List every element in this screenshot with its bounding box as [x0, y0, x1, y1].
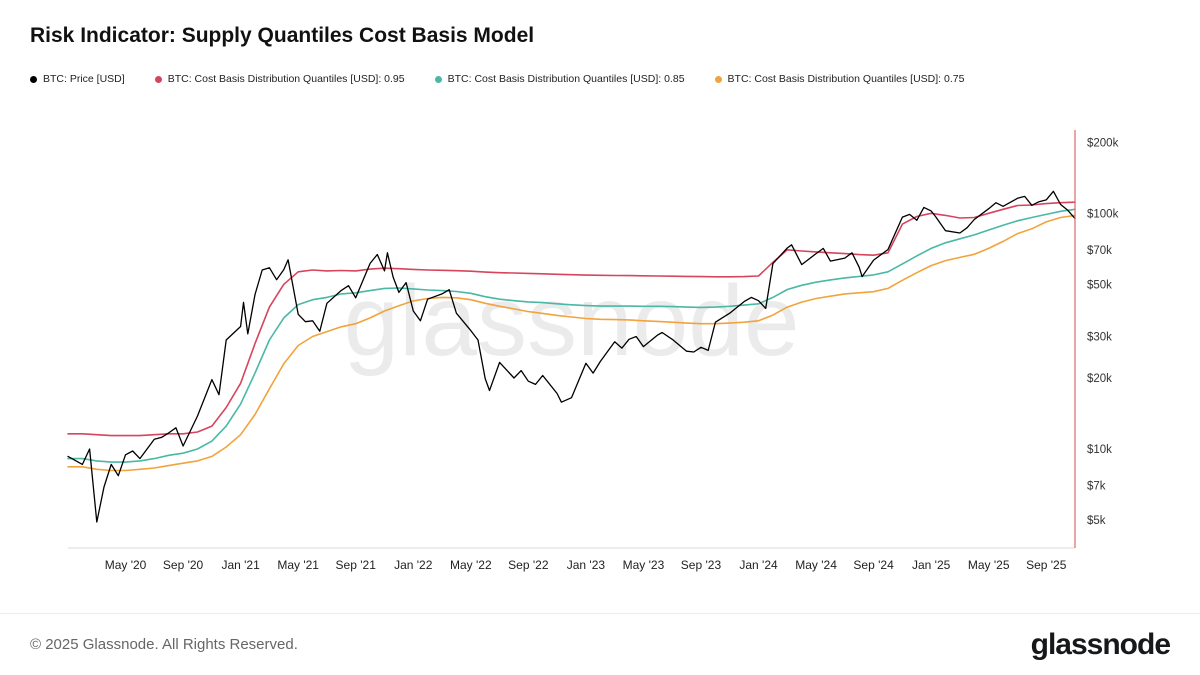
- x-axis-tick-label: Sep '23: [681, 558, 722, 572]
- series-line: [67, 214, 1076, 472]
- x-axis-tick-label: Jan '22: [394, 558, 433, 572]
- y-axis-tick-label: $5k: [1087, 515, 1106, 527]
- glassnode-logo: glassnode: [1030, 627, 1171, 661]
- x-axis-tick-label: May '20: [105, 558, 147, 572]
- price-quantiles-chart[interactable]: glassnode May '20 Sep '20 Jan '21 May '21 Sep…: [0, 95, 1200, 575]
- legend-dot-icon: [434, 75, 442, 83]
- legend-dot-icon: [714, 75, 722, 83]
- y-axis-tick-label: $100k: [1087, 208, 1119, 220]
- y-axis-tick-label: $200k: [1087, 137, 1119, 149]
- x-axis-tick-label: Sep '20: [163, 558, 204, 572]
- x-axis-tick-label: Jan '21: [221, 558, 260, 572]
- y-axis-tick-label: $70k: [1087, 245, 1112, 257]
- series-line: [67, 208, 1076, 463]
- series-line: [67, 201, 1076, 437]
- footer: © 2025 Glassnode. All Rights Reserved. g…: [0, 613, 1200, 675]
- x-axis-tick-label: Sep '21: [336, 558, 377, 572]
- x-axis-tick-label: Jan '23: [567, 558, 606, 572]
- watermark: glassnode: [344, 265, 800, 377]
- x-axis-tick-label: May '22: [450, 558, 492, 572]
- x-axis-tick-label: Sep '25: [1026, 558, 1067, 572]
- y-axis-tick-label: $10k: [1087, 444, 1112, 456]
- x-axis-tick-label: May '24: [795, 558, 837, 572]
- chart-area[interactable]: glassnode May '20 Sep '20 Jan '21 May '21 Sep…: [0, 95, 1200, 575]
- copyright-text: © 2025 Glassnode. All Rights Reserved.: [30, 636, 298, 653]
- x-axis-tick-label: Sep '22: [508, 558, 549, 572]
- legend-item-label: BTC: Price [USD]: [43, 73, 125, 85]
- x-axis-tick-label: May '23: [623, 558, 665, 572]
- page-title: Risk Indicator: Supply Quantiles Cost Ba…: [30, 24, 535, 47]
- x-axis-tick-label: Sep '24: [853, 558, 894, 572]
- legend-item-btc-price[interactable]: BTC: Price [USD]: [30, 73, 125, 85]
- legend-item-quantile-075[interactable]: BTC: Cost Basis Distribution Quantiles […: [714, 73, 965, 85]
- legend-item-quantile-085[interactable]: BTC: Cost Basis Distribution Quantiles […: [434, 73, 685, 85]
- legend-item-label: BTC: Cost Basis Distribution Quantiles […: [167, 73, 405, 85]
- y-axis-tick-label: $50k: [1087, 279, 1112, 291]
- legend-item-label: BTC: Cost Basis Distribution Quantiles […: [727, 73, 965, 85]
- series-line: [67, 190, 1076, 523]
- y-axis-tick-label: $20k: [1087, 373, 1112, 385]
- y-axis-tick-label: $7k: [1087, 480, 1106, 492]
- legend-dot-icon: [154, 75, 162, 83]
- y-axis-tick-label: $30k: [1087, 332, 1112, 344]
- x-axis-tick-label: Jan '25: [912, 558, 951, 572]
- x-axis-tick-label: Jan '24: [739, 558, 778, 572]
- legend: BTC: Price [USD] BTC: Cost Basis Distrib…: [30, 73, 964, 85]
- x-axis-tick-label: May '21: [277, 558, 319, 572]
- legend-item-quantile-095[interactable]: BTC: Cost Basis Distribution Quantiles […: [154, 73, 405, 85]
- x-axis-tick-label: May '25: [968, 558, 1010, 572]
- legend-dot-icon: [30, 75, 37, 83]
- legend-item-label: BTC: Cost Basis Distribution Quantiles […: [447, 73, 685, 85]
